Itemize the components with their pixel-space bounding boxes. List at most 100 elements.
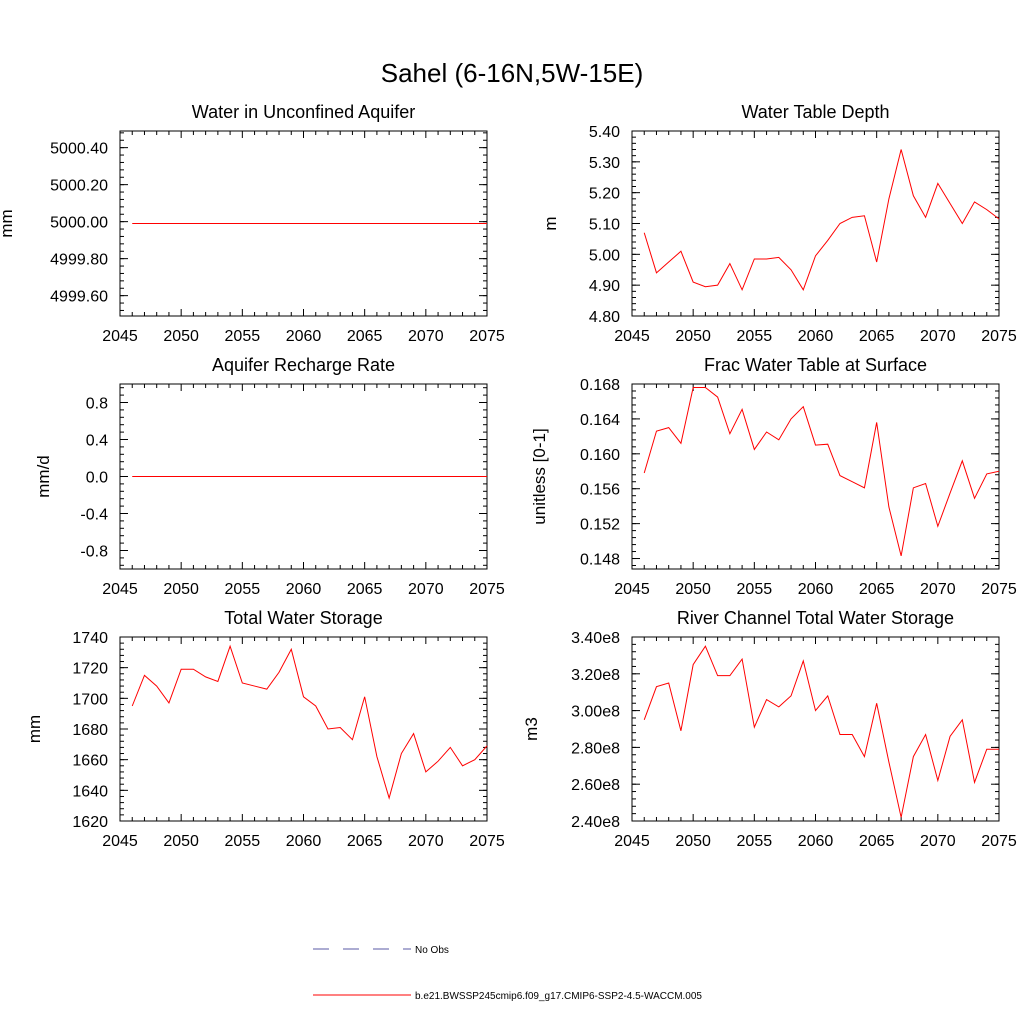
y-axis-label: unitless [0-1] [530, 428, 549, 524]
panel-4: Frac Water Table at Surface 2045 2050 2055 2… [530, 355, 1017, 598]
x-tick-label: 2045 [102, 328, 138, 345]
y-tick-label: 2.40e8 [571, 814, 620, 831]
y-tick-label: 5.30 [589, 155, 620, 172]
x-tick-label: 2075 [469, 328, 505, 345]
x-tick-label: 2045 [614, 833, 650, 850]
x-tick-label: 2055 [225, 581, 261, 598]
panel-5: Total Water Storage 2045 2050 2055 2060 2065 2… [25, 608, 505, 850]
y-tick-label: 0.156 [580, 482, 620, 499]
panel-2: Water Table Depth 2045 2050 2055 2060 2065 207… [541, 102, 1017, 345]
y-tick-label: 1680 [72, 722, 108, 739]
x-tick-label: 2055 [737, 833, 773, 850]
x-tick-label: 2045 [614, 328, 650, 345]
y-tick-label: 3.00e8 [571, 704, 620, 721]
y-tick-label: 0.152 [580, 517, 620, 534]
plot-frame [119, 636, 488, 822]
x-tick-label: 2075 [469, 581, 505, 598]
y-tick-label: 5.40 [589, 124, 620, 141]
y-tick-label: 0.0 [86, 470, 108, 487]
x-tick-label: 2075 [469, 833, 505, 850]
x-tick-label: 2060 [286, 581, 322, 598]
y-axis-label: m3 [522, 717, 541, 741]
x-tick-label: 2065 [859, 833, 895, 850]
series-line [131, 644, 488, 800]
y-tick-label: 1620 [72, 814, 108, 831]
y-tick-label: 3.40e8 [571, 630, 620, 647]
x-tick-label: 2060 [798, 833, 834, 850]
legend-model-label: b.e21.BWSSP245cmip6.f09_g17.CMIP6-SSP2-4… [415, 991, 702, 1002]
x-tick-label: 2070 [408, 328, 444, 345]
x-tick-label: 2045 [102, 581, 138, 598]
panel-title: Total Water Storage [224, 608, 382, 628]
x-tick-label: 2050 [163, 581, 199, 598]
y-tick-label: 1720 [72, 661, 108, 678]
y-tick-label: 4.90 [589, 278, 620, 295]
y-tick-label: 5000.00 [50, 215, 108, 232]
y-tick-label: 0.168 [580, 377, 620, 394]
y-tick-label: 1740 [72, 630, 108, 647]
x-tick-label: 2045 [614, 581, 650, 598]
x-tick-label: 2065 [859, 581, 895, 598]
legend-obs-label: No Obs [415, 945, 449, 956]
panel-3: Aquifer Recharge Rate 2045 2050 2055 2060 206… [34, 355, 505, 598]
y-tick-label: 0.148 [580, 552, 620, 569]
panel-1: Water in Unconfined Aquifer 2045 2050 2055 2… [0, 102, 505, 345]
y-tick-label: 1660 [72, 753, 108, 770]
x-tick-label: 2050 [163, 833, 199, 850]
y-axis-label: mm [0, 209, 16, 237]
y-axis-label: mm [25, 715, 44, 743]
x-tick-label: 2050 [675, 581, 711, 598]
x-tick-label: 2065 [347, 833, 383, 850]
y-tick-label: 4999.60 [50, 289, 108, 306]
y-tick-label: 5000.20 [50, 178, 108, 195]
y-axis-label: mm/d [34, 455, 53, 498]
x-tick-label: 2055 [225, 328, 261, 345]
y-tick-label: 4.80 [589, 309, 620, 326]
x-tick-label: 2055 [225, 833, 261, 850]
y-tick-label: 0.8 [86, 396, 108, 413]
legend: No Obs b.e21.BWSSP245cmip6.f09_g17.CMIP6… [313, 945, 702, 1002]
panels: Water in Unconfined Aquifer 2045 2050 2055 2… [0, 102, 1017, 850]
x-tick-label: 2070 [920, 328, 956, 345]
panel-title: Water Table Depth [741, 102, 889, 122]
plot-frame [631, 383, 1000, 570]
panel-title: Frac Water Table at Surface [704, 355, 927, 375]
x-tick-label: 2070 [408, 833, 444, 850]
panel-title: Aquifer Recharge Rate [212, 355, 395, 375]
x-tick-label: 2075 [981, 581, 1017, 598]
x-tick-label: 2070 [920, 581, 956, 598]
x-tick-label: 2070 [408, 581, 444, 598]
x-tick-label: 2060 [798, 328, 834, 345]
figure-title: Sahel (6-16N,5W-15E) [381, 58, 644, 88]
x-tick-label: 2045 [102, 833, 138, 850]
y-tick-label: -0.4 [80, 507, 108, 524]
y-tick-label: 0.164 [580, 412, 620, 429]
y-tick-label: 5.10 [589, 217, 620, 234]
x-tick-label: 2050 [675, 833, 711, 850]
panel-title: River Channel Total Water Storage [677, 608, 954, 628]
x-tick-label: 2075 [981, 328, 1017, 345]
series-line [643, 386, 1000, 557]
plot-frame [631, 636, 1000, 822]
y-tick-label: 2.80e8 [571, 740, 620, 757]
series-line [643, 149, 1000, 292]
y-tick-label: -0.8 [80, 544, 108, 561]
x-tick-label: 2060 [798, 581, 834, 598]
x-tick-label: 2050 [163, 328, 199, 345]
y-tick-label: 1640 [72, 783, 108, 800]
x-tick-label: 2075 [981, 833, 1017, 850]
y-tick-label: 0.4 [86, 433, 108, 450]
x-tick-label: 2055 [737, 581, 773, 598]
x-tick-label: 2065 [347, 328, 383, 345]
x-tick-label: 2050 [675, 328, 711, 345]
x-tick-label: 2065 [859, 328, 895, 345]
y-tick-label: 5.00 [589, 247, 620, 264]
x-tick-label: 2065 [347, 581, 383, 598]
y-tick-label: 5.20 [589, 186, 620, 203]
y-tick-label: 4999.80 [50, 252, 108, 269]
y-tick-label: 5000.40 [50, 141, 108, 158]
x-tick-label: 2070 [920, 833, 956, 850]
y-axis-label: m [541, 216, 560, 230]
y-tick-label: 3.20e8 [571, 667, 620, 684]
